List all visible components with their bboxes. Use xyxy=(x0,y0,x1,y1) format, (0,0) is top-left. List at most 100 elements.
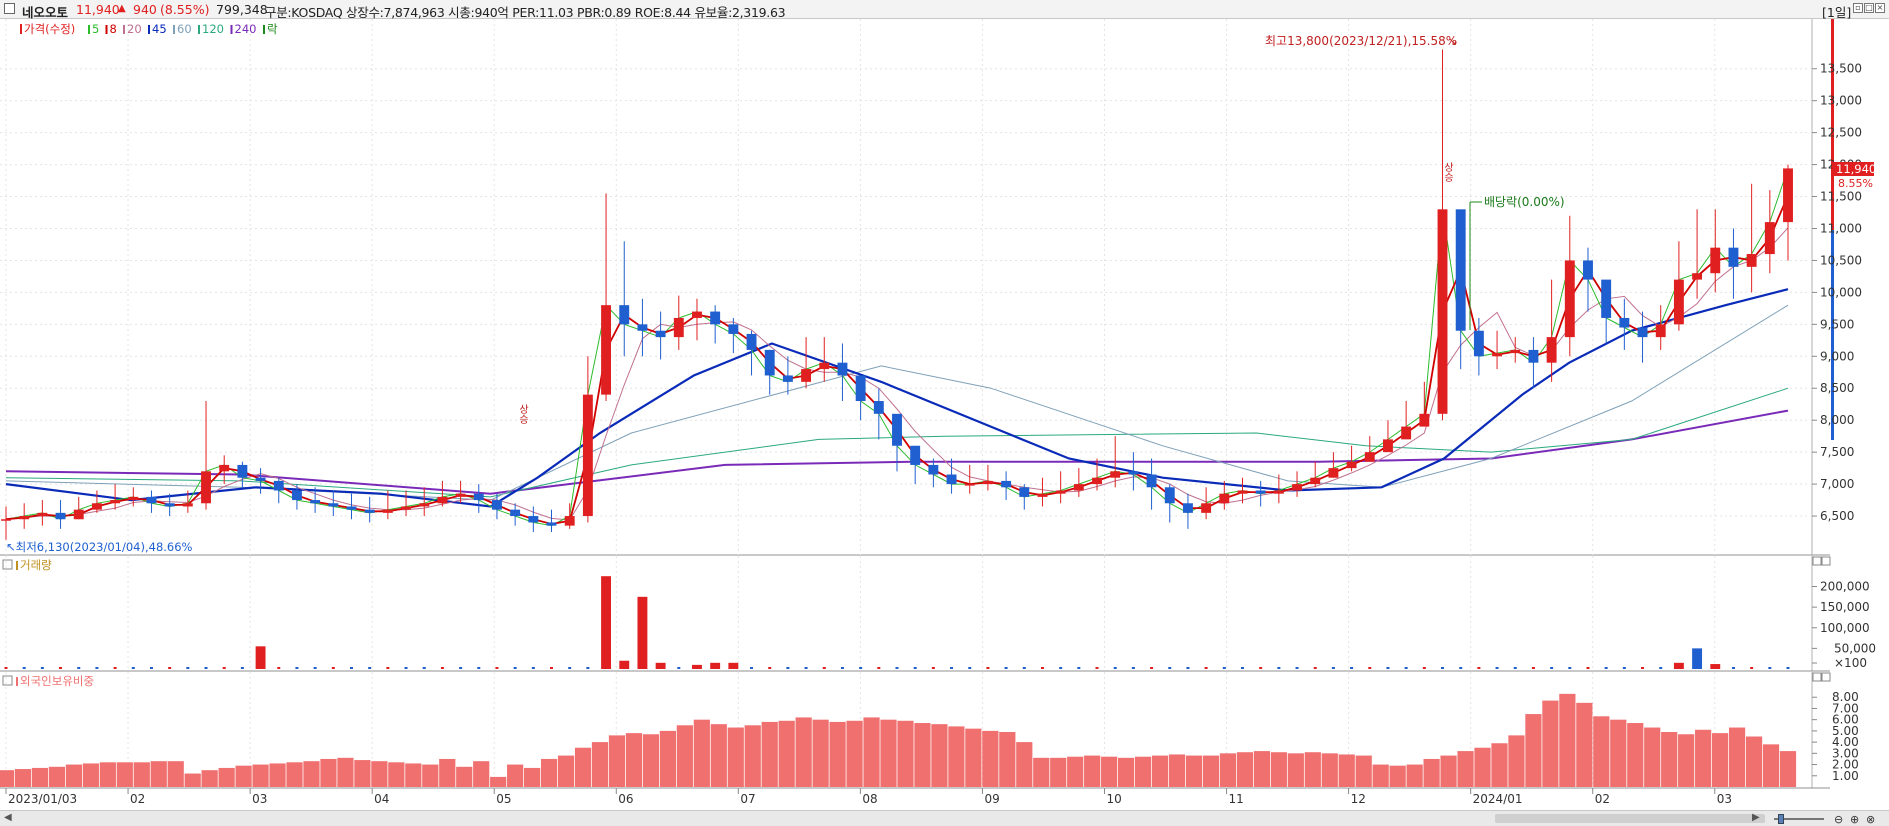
foreign-ratio-bar xyxy=(201,770,218,787)
volume-bar xyxy=(240,667,244,669)
price-tick-label: 7,500 xyxy=(1820,445,1854,459)
scroll-right-icon[interactable]: ▶ xyxy=(1752,812,1760,823)
candle-body xyxy=(910,445,921,465)
foreign-ratio-bar xyxy=(693,719,710,787)
volume-bar xyxy=(1331,667,1335,669)
legend-ma-label: 120 xyxy=(202,22,224,36)
volume-bar xyxy=(1495,667,1499,669)
volume-bar xyxy=(968,667,972,669)
volume-bar xyxy=(313,667,317,669)
minimize-icon[interactable]: ▫ xyxy=(1853,3,1863,13)
foreign-ratio-bar xyxy=(524,767,541,787)
volume-bar xyxy=(1513,667,1517,669)
candle-body xyxy=(1601,279,1612,318)
maximize-icon[interactable]: □ xyxy=(1864,3,1874,13)
panel-expand-icon[interactable] xyxy=(1812,672,1822,682)
candle-body xyxy=(1001,480,1012,488)
foreign-panel xyxy=(0,672,1830,789)
volume-bar xyxy=(168,667,172,669)
volume-bar xyxy=(1368,667,1372,669)
scroll-left-icon[interactable]: ◀ xyxy=(4,812,12,823)
volume-bar xyxy=(349,667,353,669)
candle-body xyxy=(673,317,684,338)
foreign-ratio-bar xyxy=(863,717,880,787)
volume-bar xyxy=(277,667,281,669)
foreign-ratio-bar xyxy=(1508,735,1525,787)
price-legend: 가격(수정) 5 8 20 45 60 120 240 락 xyxy=(20,22,278,36)
foreign-ratio-bar xyxy=(490,776,507,787)
close-icon[interactable]: × xyxy=(1875,3,1885,13)
candle-body xyxy=(1692,273,1703,280)
zoom-fit-icon[interactable]: ⊖ xyxy=(1834,813,1844,826)
price-tick-label: 8,000 xyxy=(1820,413,1854,427)
time-tick-label: 08 xyxy=(862,792,877,806)
zoom-in-icon[interactable]: ⊕ xyxy=(1850,813,1860,826)
candle-body xyxy=(1619,317,1630,328)
foreign-ratio-bar xyxy=(1779,751,1797,787)
foreign-ratio-bar xyxy=(1491,743,1508,787)
foreign-ratio-bar xyxy=(965,728,982,787)
horizontal-scrollbar[interactable]: ◀ ▶ ⊖ ⊕ ⊗ xyxy=(0,810,1889,826)
panel-close-icon[interactable] xyxy=(1821,556,1831,566)
volume-bar xyxy=(1131,667,1135,669)
legend-ma-label: 락 xyxy=(267,22,278,36)
volume-bar xyxy=(1459,667,1463,669)
foreign-ratio-bar xyxy=(727,727,744,787)
current-pct-label: 8.55% xyxy=(1838,177,1873,190)
foreign-ratio-bar xyxy=(982,730,999,787)
foreign-ratio-bar xyxy=(812,719,829,787)
period-label[interactable]: [1일] xyxy=(1822,5,1852,20)
candle-body xyxy=(1564,260,1575,338)
foreign-ratio-bar xyxy=(1304,752,1321,787)
volume-bar xyxy=(786,667,790,669)
foreign-tick-label: 7.00 xyxy=(1832,701,1859,715)
zoom-out-icon[interactable]: ⊗ xyxy=(1866,813,1876,826)
time-tick-label: 2024/01 xyxy=(1473,792,1523,806)
candle-body xyxy=(473,493,484,501)
foreign-ratio-bar xyxy=(65,764,82,787)
chart-header: 네오오토 11,940 ▲ 940 (8.55%) 799,348 구분:KOS… xyxy=(0,0,1889,20)
volume-bar xyxy=(1113,667,1117,669)
volume-bar xyxy=(1295,667,1299,669)
foreign-ratio-bar xyxy=(1440,755,1457,787)
foreign-ratio-bar xyxy=(999,732,1016,787)
scroll-thumb[interactable] xyxy=(1495,814,1765,823)
zoom-track[interactable] xyxy=(1774,818,1824,820)
candle-body xyxy=(528,516,539,523)
foreign-ratio-bar xyxy=(1712,733,1729,787)
volume-title: 거래량 xyxy=(2,558,52,572)
panel-controls-1 xyxy=(1812,556,1831,682)
panel-expand-icon[interactable] xyxy=(1812,556,1822,566)
legend-ma-swatch xyxy=(198,25,200,34)
price-tick-label: 10,500 xyxy=(1820,253,1862,267)
volume-bar xyxy=(513,667,517,669)
foreign-tick-label: 1.00 xyxy=(1832,769,1859,783)
stock-price: 11,940 xyxy=(76,2,120,17)
zoom-knob[interactable] xyxy=(1778,814,1784,824)
foreign-ratio-bar xyxy=(761,721,778,787)
candle-body xyxy=(1655,324,1666,338)
candle-body xyxy=(364,509,375,513)
candle-body xyxy=(837,362,848,376)
foreign-ratio-bar xyxy=(252,764,269,787)
price-range-bar-down xyxy=(1831,230,1834,440)
foreign-ratio-bar xyxy=(405,763,422,787)
panel-close-icon[interactable] xyxy=(1821,672,1831,682)
foreign-ratio-bar xyxy=(286,762,303,787)
volume-bar xyxy=(1150,667,1154,669)
foreign-ratio-bar xyxy=(1101,756,1118,787)
foreign-tick-label: 5.00 xyxy=(1832,724,1859,738)
legend-ma-label: 20 xyxy=(127,22,142,36)
time-tick-label: 12 xyxy=(1351,792,1366,806)
volume-bar xyxy=(1622,667,1626,669)
volume-bar xyxy=(255,646,266,669)
foreign-ratio-bar xyxy=(456,766,473,787)
candle-body xyxy=(219,464,230,472)
volume-bar xyxy=(1659,667,1663,669)
candle-body xyxy=(401,506,411,510)
foreign-ratio-bar xyxy=(1050,757,1067,787)
foreign-ratio-bar xyxy=(133,762,150,787)
header-checkbox[interactable] xyxy=(4,3,15,14)
foreign-ratio-bar xyxy=(1236,752,1254,787)
candle-body xyxy=(1055,490,1066,494)
